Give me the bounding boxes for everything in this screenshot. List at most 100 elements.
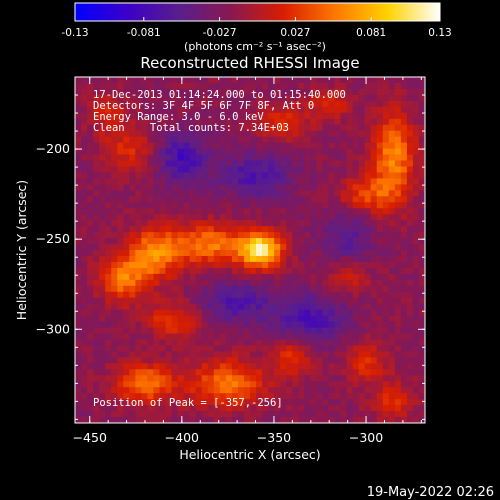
heatmap-cell xyxy=(225,417,233,424)
heatmap-cell xyxy=(195,285,203,293)
heatmap-cell xyxy=(322,273,329,281)
heatmap-cell xyxy=(129,208,136,215)
heatmap-cell xyxy=(129,220,136,227)
heatmap-cell xyxy=(292,417,299,424)
heatmap-cell xyxy=(195,250,203,257)
heatmap-cell xyxy=(213,130,221,138)
heatmap-cell xyxy=(171,100,178,108)
heatmap-cell xyxy=(81,178,88,185)
heatmap-cell xyxy=(322,77,329,84)
heatmap-cell xyxy=(219,351,227,358)
heatmap-cell xyxy=(364,196,372,203)
heatmap-cell xyxy=(328,309,335,317)
heatmap-cell xyxy=(418,291,426,299)
heatmap-cell xyxy=(81,261,88,269)
heatmap-cell xyxy=(231,255,239,263)
heatmap-cell xyxy=(195,202,203,209)
heatmap-cell xyxy=(400,285,408,293)
heatmap-cell xyxy=(105,100,112,108)
heatmap-cell xyxy=(81,118,88,126)
heatmap-cell xyxy=(364,291,372,299)
heatmap-cell xyxy=(219,82,227,90)
heatmap-cell xyxy=(159,345,166,352)
heatmap-cell xyxy=(87,148,94,155)
heatmap-cell xyxy=(256,208,263,215)
heatmap-cell xyxy=(189,118,197,126)
heatmap-cell xyxy=(328,357,335,364)
heatmap-cell xyxy=(352,357,360,364)
heatmap-cell xyxy=(189,184,197,191)
heatmap-cell xyxy=(358,166,366,173)
heatmap-cell xyxy=(364,106,372,114)
heatmap-cell xyxy=(340,100,347,108)
heatmap-cell xyxy=(310,202,317,209)
heatmap-cell xyxy=(213,345,221,352)
heatmap-cell xyxy=(316,124,323,132)
heatmap-cell xyxy=(111,88,118,96)
heatmap-cell xyxy=(394,94,402,102)
heatmap-cell xyxy=(304,411,311,418)
heatmap-cell xyxy=(268,214,275,221)
colorbar-ticks: -0.13 -0.081 -0.027 0.027 0.081 0.13 xyxy=(61,17,452,39)
heatmap-cell xyxy=(231,208,239,215)
heatmap-cell xyxy=(153,202,160,209)
heatmap-cell xyxy=(316,387,323,394)
heatmap-cell xyxy=(286,375,293,382)
heatmap-cell xyxy=(298,100,305,108)
heatmap-cell xyxy=(123,393,130,400)
heatmap-cell xyxy=(376,136,384,144)
heatmap-cell xyxy=(340,375,347,382)
heatmap-cell xyxy=(358,88,366,96)
heatmap-cell xyxy=(93,160,100,167)
heatmap-cell xyxy=(412,124,420,132)
heatmap-cell xyxy=(334,363,341,370)
heatmap-cell xyxy=(352,399,360,406)
heatmap-cell xyxy=(358,136,366,144)
heatmap-cell xyxy=(189,291,197,299)
heatmap-cell xyxy=(87,261,94,269)
heatmap-cell xyxy=(129,226,136,233)
heatmap-cell xyxy=(382,250,390,257)
heatmap-cell xyxy=(225,363,233,370)
heatmap-cell xyxy=(183,238,191,245)
heatmap-cell xyxy=(256,166,263,173)
heatmap-cell xyxy=(262,208,269,215)
heatmap-cell xyxy=(328,112,335,120)
heatmap-cell xyxy=(406,387,414,394)
heatmap-cell xyxy=(292,77,299,84)
heatmap-cell xyxy=(406,238,414,245)
heatmap-cell xyxy=(322,405,329,412)
heatmap-cell xyxy=(310,267,317,275)
heatmap-cell xyxy=(298,417,305,424)
heatmap-cell xyxy=(334,333,341,340)
heatmap-cell xyxy=(406,130,414,138)
heatmap-cell xyxy=(225,244,233,251)
heatmap-cell xyxy=(352,333,360,340)
heatmap-cell xyxy=(123,124,130,132)
heatmap-cell xyxy=(298,184,305,191)
info-line-energy: Energy Range: 3.0 - 6.0 keV xyxy=(93,111,264,123)
heatmap-cell xyxy=(340,381,347,388)
heatmap-cell xyxy=(105,232,112,239)
heatmap-cell xyxy=(298,130,305,138)
heatmap-cell xyxy=(274,321,281,328)
heatmap-cell xyxy=(219,363,227,370)
heatmap-cell xyxy=(412,315,420,322)
heatmap-cell xyxy=(262,154,269,161)
heatmap-cell xyxy=(75,315,82,322)
heatmap-cell xyxy=(171,148,178,155)
heatmap-cell xyxy=(183,196,191,203)
heatmap-cell xyxy=(298,345,305,352)
heatmap-cell xyxy=(382,363,390,370)
heatmap-cell xyxy=(418,232,426,239)
heatmap-cell xyxy=(189,399,197,406)
heatmap-cell xyxy=(418,381,426,388)
heatmap-cell xyxy=(406,417,414,424)
heatmap-cell xyxy=(165,154,172,161)
heatmap-cell xyxy=(274,375,281,382)
heatmap-cell xyxy=(358,160,366,167)
heatmap-cell xyxy=(322,106,329,114)
heatmap-cell xyxy=(111,381,118,388)
heatmap-cell xyxy=(400,279,408,287)
heatmap-cell xyxy=(388,315,396,322)
